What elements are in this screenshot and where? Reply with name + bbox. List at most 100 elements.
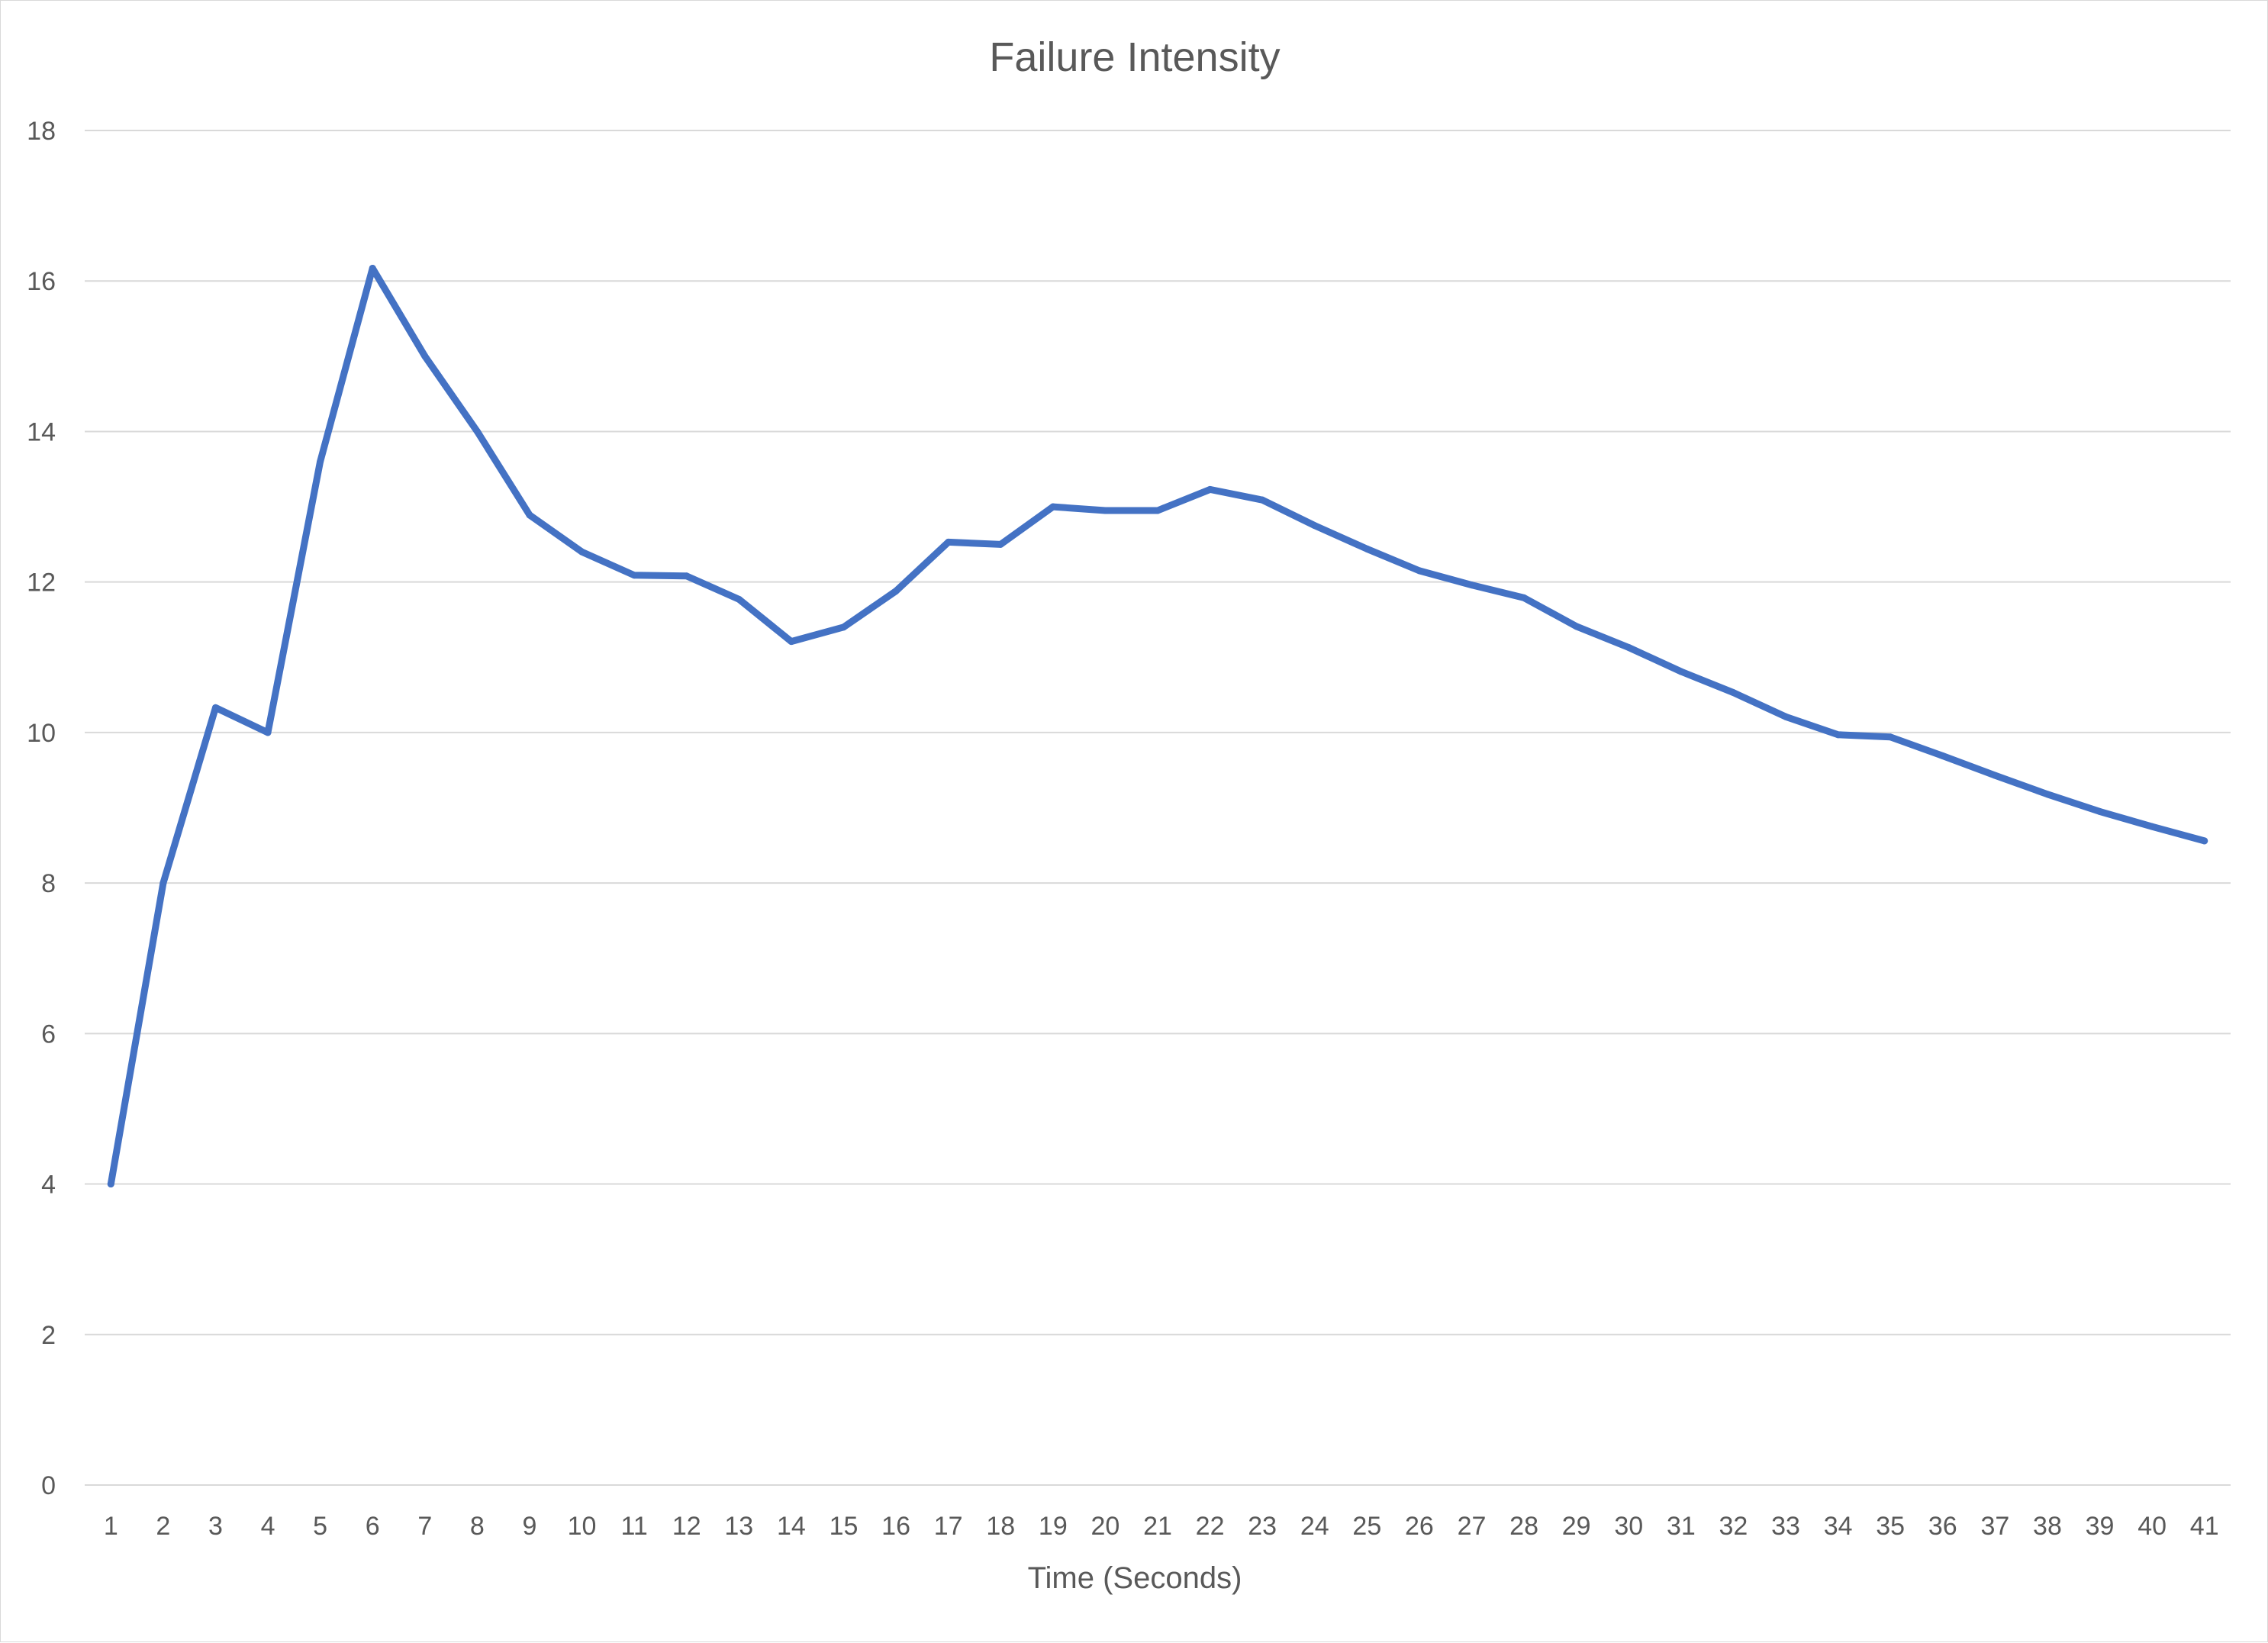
y-tick-label: 14 (27, 417, 56, 446)
y-tick-label: 12 (27, 569, 56, 598)
series-line-path (107, 265, 2208, 1188)
series-line (107, 264, 2208, 1188)
data-point (1468, 581, 1476, 589)
x-tick-label: 10 (568, 1512, 597, 1541)
data-point (2044, 791, 2051, 798)
x-tick-label: 19 (1039, 1512, 1068, 1541)
data-point (369, 264, 376, 272)
x-tick-label: 25 (1352, 1512, 1381, 1541)
y-tick-label: 16 (27, 267, 56, 296)
x-tick-label: 40 (2138, 1512, 2167, 1541)
y-axis-ticks: 0 2 4 6 8 10 12 14 16 18 (27, 117, 56, 1500)
data-point (630, 572, 638, 579)
data-point (1782, 713, 1790, 720)
x-tick-label: 22 (1196, 1512, 1225, 1541)
data-point (735, 595, 743, 603)
x-tick-label: 23 (1248, 1512, 1277, 1541)
x-tick-label: 17 (934, 1512, 963, 1541)
x-tick-label: 30 (1614, 1512, 1643, 1541)
x-tick-label: 7 (417, 1512, 432, 1541)
x-tick-label: 20 (1091, 1512, 1120, 1541)
data-point (1991, 772, 1999, 779)
data-point (2201, 837, 2208, 845)
x-tick-label: 33 (1771, 1512, 1800, 1541)
x-axis-ticks: 1 2 3 4 5 6 7 8 9 10 11 12 13 14 15 16 17 18 19 20 21 22 23 24 2… (104, 1512, 2219, 1541)
data-point (159, 879, 167, 887)
data-point (1049, 503, 1057, 511)
x-tick-label: 24 (1300, 1512, 1329, 1541)
data-point (2096, 807, 2104, 815)
x-tick-label: 38 (2033, 1512, 2062, 1541)
data-point (264, 729, 272, 736)
y-tick-label: 8 (41, 869, 56, 898)
x-tick-label: 34 (1824, 1512, 1853, 1541)
data-point (1625, 643, 1632, 651)
x-tick-label: 32 (1719, 1512, 1748, 1541)
data-point (107, 1181, 114, 1188)
data-point (1573, 623, 1580, 630)
data-point (1520, 594, 1528, 601)
x-tick-label: 9 (523, 1512, 537, 1541)
x-tick-label: 15 (830, 1512, 859, 1541)
data-point (1154, 507, 1161, 514)
data-point (945, 538, 952, 546)
data-point (788, 638, 795, 646)
data-point (839, 623, 847, 631)
data-point (1311, 522, 1319, 530)
y-tick-label: 2 (41, 1321, 56, 1350)
x-tick-label: 8 (470, 1512, 485, 1541)
data-point (421, 353, 429, 360)
x-tick-label: 5 (313, 1512, 327, 1541)
x-tick-label: 6 (366, 1512, 380, 1541)
data-point (1886, 733, 1894, 741)
x-tick-label: 27 (1458, 1512, 1487, 1541)
x-tick-label: 28 (1509, 1512, 1538, 1541)
x-tick-label: 13 (724, 1512, 753, 1541)
x-tick-label: 35 (1876, 1512, 1905, 1541)
data-point (1729, 689, 1737, 697)
data-point (1101, 507, 1109, 514)
x-tick-label: 4 (261, 1512, 275, 1541)
x-tick-label: 39 (2086, 1512, 2115, 1541)
x-tick-label: 31 (1667, 1512, 1696, 1541)
x-tick-label: 18 (986, 1512, 1015, 1541)
x-tick-label: 37 (1980, 1512, 2009, 1541)
y-tick-label: 4 (41, 1171, 56, 1200)
x-axis-title: Time (Seconds) (1028, 1561, 1242, 1595)
x-tick-label: 14 (777, 1512, 806, 1541)
data-point (1206, 485, 1214, 493)
data-point (211, 704, 219, 711)
x-tick-label: 26 (1405, 1512, 1434, 1541)
x-tick-label: 41 (2190, 1512, 2219, 1541)
data-point (683, 572, 691, 580)
data-point (1258, 496, 1266, 504)
x-tick-label: 12 (672, 1512, 701, 1541)
data-point (892, 588, 900, 594)
data-point (578, 548, 586, 556)
y-tick-label: 6 (41, 1020, 56, 1049)
data-point (1939, 752, 1947, 759)
data-point (997, 540, 1004, 548)
data-point (1363, 545, 1371, 552)
y-tick-label: 0 (41, 1471, 56, 1500)
gridlines (85, 130, 2231, 1486)
data-point (317, 458, 324, 466)
x-tick-label: 16 (881, 1512, 910, 1541)
data-point (1416, 567, 1423, 575)
data-point (526, 511, 533, 519)
x-tick-label: 1 (104, 1512, 118, 1541)
y-tick-label: 10 (27, 719, 56, 748)
chart-title: Failure Intensity (989, 34, 1280, 80)
x-tick-label: 2 (156, 1512, 170, 1541)
data-point (2148, 823, 2156, 830)
x-tick-label: 21 (1143, 1512, 1172, 1541)
x-tick-label: 29 (1562, 1512, 1591, 1541)
data-point (1835, 731, 1842, 739)
x-tick-label: 11 (620, 1512, 647, 1541)
x-tick-label: 3 (208, 1512, 223, 1541)
y-tick-label: 18 (27, 117, 56, 146)
data-point (1677, 668, 1685, 675)
x-tick-label: 36 (1928, 1512, 1957, 1541)
